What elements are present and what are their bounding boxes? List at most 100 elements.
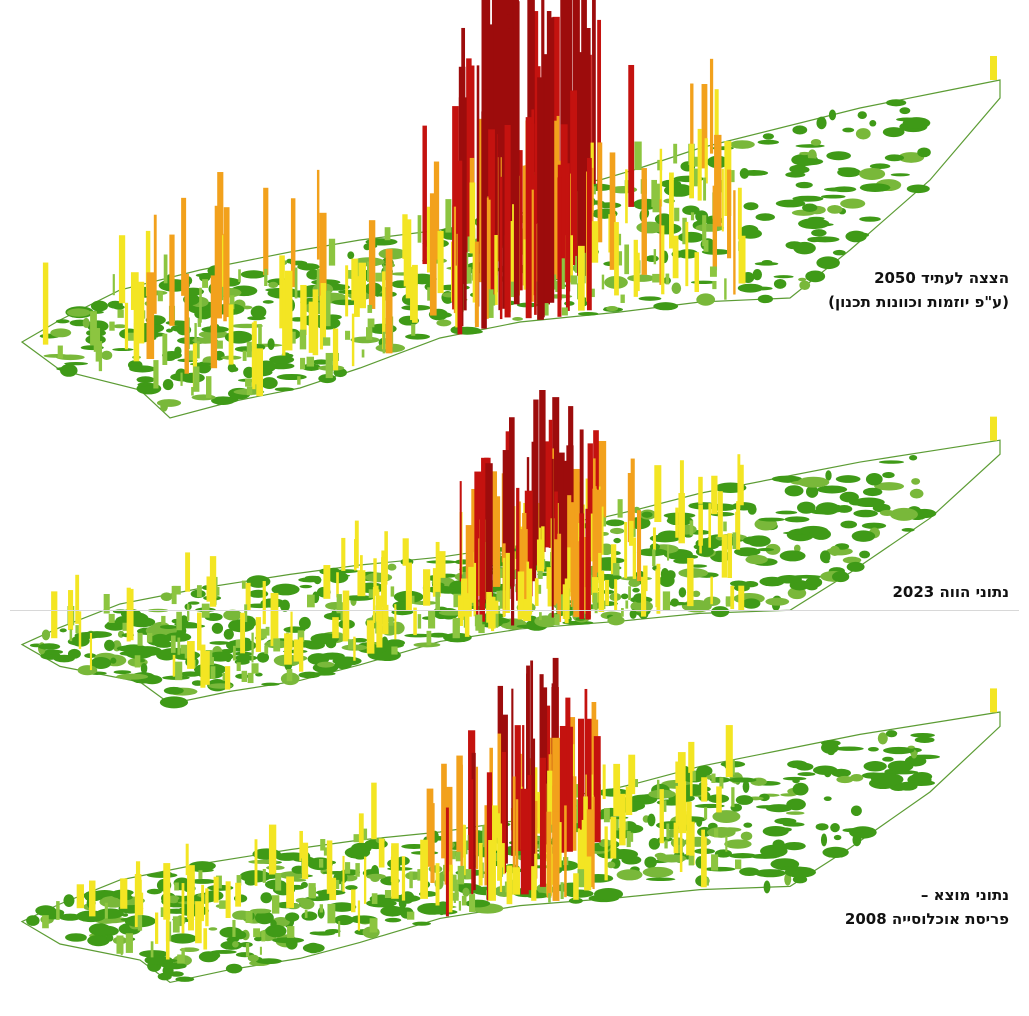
density-bar [679,832,683,873]
density-bar [693,156,701,167]
density-bar [155,912,159,944]
density-bar [559,725,567,853]
density-bar [375,272,383,282]
density-bar [661,800,667,812]
density-bar [679,460,684,513]
density-bar [548,893,551,903]
land-patch [211,622,224,634]
density-bar [524,490,533,597]
density-bar [405,562,412,611]
land-patch [436,319,452,327]
land-patch [743,202,759,211]
region-boundary [20,439,1001,705]
land-patch [840,198,866,209]
land-patch [752,286,773,291]
density-bar [293,639,301,662]
density-bar [338,921,341,937]
density-bar [117,309,124,318]
density-bar [516,487,520,601]
density-bar [180,372,183,386]
density-bar [628,586,631,601]
density-bar [150,941,154,958]
land-patch [66,308,91,317]
land-patch [901,528,915,532]
density-bar [672,235,679,279]
density-bar [549,17,555,303]
density-bar [42,915,49,929]
land-patch [734,547,761,557]
density-bar [729,170,735,183]
density-bar [368,220,376,309]
land-patch [862,487,883,497]
density-bar [628,754,636,795]
land-patch [820,194,846,199]
density-bar [172,585,181,595]
land-patch [906,184,930,194]
land-patch [431,312,452,318]
density-bar [206,376,212,399]
land-patch [877,732,888,745]
density-bar [247,672,254,684]
density-bar [497,733,503,830]
land-patch [344,846,371,859]
land-patch [101,350,113,360]
density-bar [552,539,559,606]
density-bar [307,594,315,608]
land-patch [861,522,887,529]
land-patch [462,887,470,897]
density-bar [632,537,637,579]
land-patch [861,772,886,779]
density-bar [246,386,253,396]
density-bar [445,807,449,917]
density-bar [520,788,529,895]
density-bar [320,838,326,851]
density-bar [191,386,194,396]
density-bar [297,630,305,642]
density-bar [430,803,435,883]
land-patch [857,111,867,119]
land-patch [194,308,213,320]
land-patch [863,761,887,772]
density-bar [478,624,485,634]
density-bar [441,763,447,859]
density-bar [479,509,486,622]
land-patch [55,319,70,324]
density-bar [724,278,727,300]
land-patch [387,563,397,571]
land-patch [757,139,779,145]
land-patch [247,954,259,962]
land-patch [832,571,850,583]
density-bar [319,212,327,300]
density-bar [709,266,717,277]
density-bar [382,331,386,354]
density-bar [601,274,605,290]
land-patch [792,778,800,784]
density-bar [325,352,333,379]
density-bar [301,842,309,880]
land-patch [240,270,267,279]
land-patch [269,355,295,364]
density-bar [367,304,373,313]
density-bar [241,580,246,589]
density-bar [90,311,97,346]
land-patch [729,853,757,859]
land-patch [797,501,816,514]
land-patch [271,583,300,596]
land-patch [58,913,82,921]
land-patch [869,120,877,127]
density-bar [235,639,244,648]
density-bar [594,605,598,614]
land-patch [775,199,806,208]
land-patch [754,869,786,878]
density-bar [636,510,642,582]
density-bar [716,786,722,813]
density-bar [669,172,674,249]
density-bar [439,551,446,578]
land-patch [782,841,806,851]
density-bar [677,752,686,801]
density-bar [492,496,501,587]
density-bar [673,822,679,854]
density-bar [626,831,631,848]
land-patch [758,517,785,522]
land-patch [805,485,819,498]
